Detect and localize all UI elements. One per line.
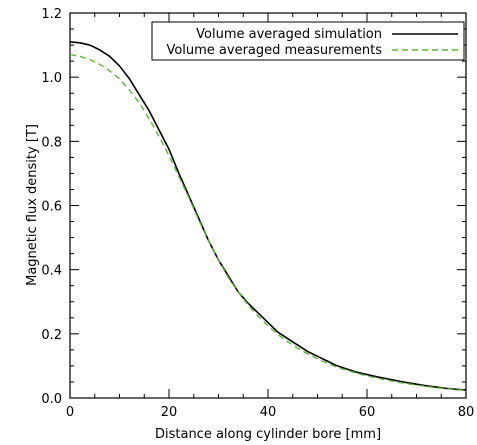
y-axis-title: Magnetic flux density [T]: [25, 124, 40, 286]
x-tick-label: 0: [66, 405, 74, 420]
axis-tick-labels: 0 20 40 60 80 0.0 0.2 0.4 0.6 0.8 1.0 1.2: [41, 7, 474, 420]
legend-box: [151, 21, 465, 61]
y-tick-label: 0.2: [41, 328, 62, 343]
plot-area-border: [69, 12, 467, 399]
x-tick-label: 60: [359, 405, 376, 420]
series-layer: [69, 41, 467, 391]
y-tick-label: 0.8: [41, 135, 62, 150]
plot-frame: [69, 12, 467, 399]
y-tick-label: 0.6: [41, 200, 62, 215]
x-axis-title: Distance along cylinder bore [mm]: [155, 427, 381, 442]
series-line-simulation: [69, 41, 467, 391]
y-tick-label: 1.2: [41, 7, 62, 22]
legend-label-measurements: Volume averaged measurements: [166, 43, 382, 58]
series-line-measurements: [69, 54, 467, 391]
y-tick-label: 1.0: [41, 71, 62, 86]
x-tick-label: 20: [161, 405, 178, 420]
x-tick-label: 80: [458, 405, 475, 420]
legend: Volume averaged simulation Volume averag…: [151, 21, 465, 61]
y-tick-label: 0.0: [41, 392, 62, 407]
x-tick-label: 40: [260, 405, 277, 420]
y-tick-label: 0.4: [41, 264, 62, 279]
legend-label-simulation: Volume averaged simulation: [196, 27, 382, 42]
axis-ticks: [69, 12, 467, 399]
